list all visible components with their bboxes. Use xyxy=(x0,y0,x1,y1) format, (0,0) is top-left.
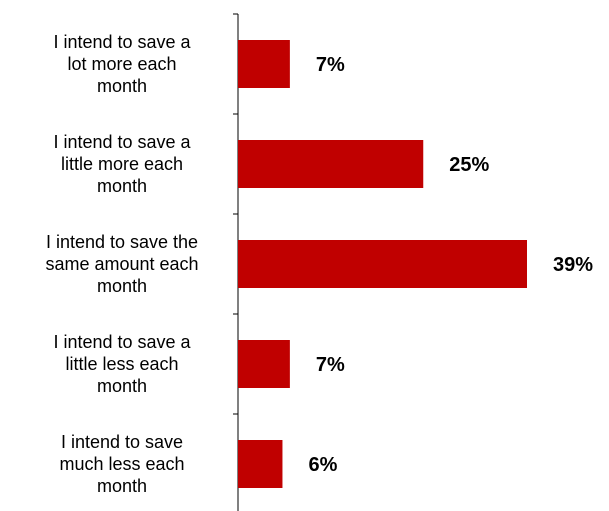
bar-value-label: 6% xyxy=(308,454,337,476)
category-label-line: lot more each xyxy=(67,54,176,74)
bar xyxy=(238,440,283,488)
axis-ticks xyxy=(233,13,238,415)
category-label-line: month xyxy=(97,76,147,96)
category-label-line: I intend to save the xyxy=(46,232,198,252)
category-label-line: month xyxy=(97,176,147,196)
category-label-line: I intend to save a xyxy=(53,332,191,352)
category-label-line: month xyxy=(97,376,147,396)
bar-value-label: 25% xyxy=(449,154,489,176)
bar xyxy=(238,240,527,288)
category-label-line: I intend to save a xyxy=(53,32,191,52)
category-label-line: much less each xyxy=(59,454,184,474)
category-label: I intend to save a lot more each month xyxy=(53,32,191,96)
value-labels: 7% 25% 39% 7% 6% xyxy=(308,54,593,476)
category-label-line: little less each xyxy=(65,354,178,374)
bars xyxy=(238,40,527,488)
category-label-line: month xyxy=(97,476,147,496)
category-label: I intend to save a little more each month xyxy=(53,132,191,196)
category-label-line: same amount each xyxy=(45,254,198,274)
category-label-line: month xyxy=(97,276,147,296)
bar-value-label: 39% xyxy=(553,254,593,276)
category-label-line: little more each xyxy=(61,154,183,174)
category-label: I intend to save much less each month xyxy=(59,432,184,496)
bar-value-label: 7% xyxy=(316,354,345,376)
category-label-line: I intend to save xyxy=(61,432,183,452)
bar xyxy=(238,40,290,88)
bar-value-label: 7% xyxy=(316,54,345,76)
category-label: I intend to save a little less each month xyxy=(53,332,191,396)
bar xyxy=(238,140,424,188)
category-label: I intend to save the same amount each mont… xyxy=(45,232,198,296)
category-label-line: I intend to save a xyxy=(53,132,191,152)
bar xyxy=(238,340,290,388)
